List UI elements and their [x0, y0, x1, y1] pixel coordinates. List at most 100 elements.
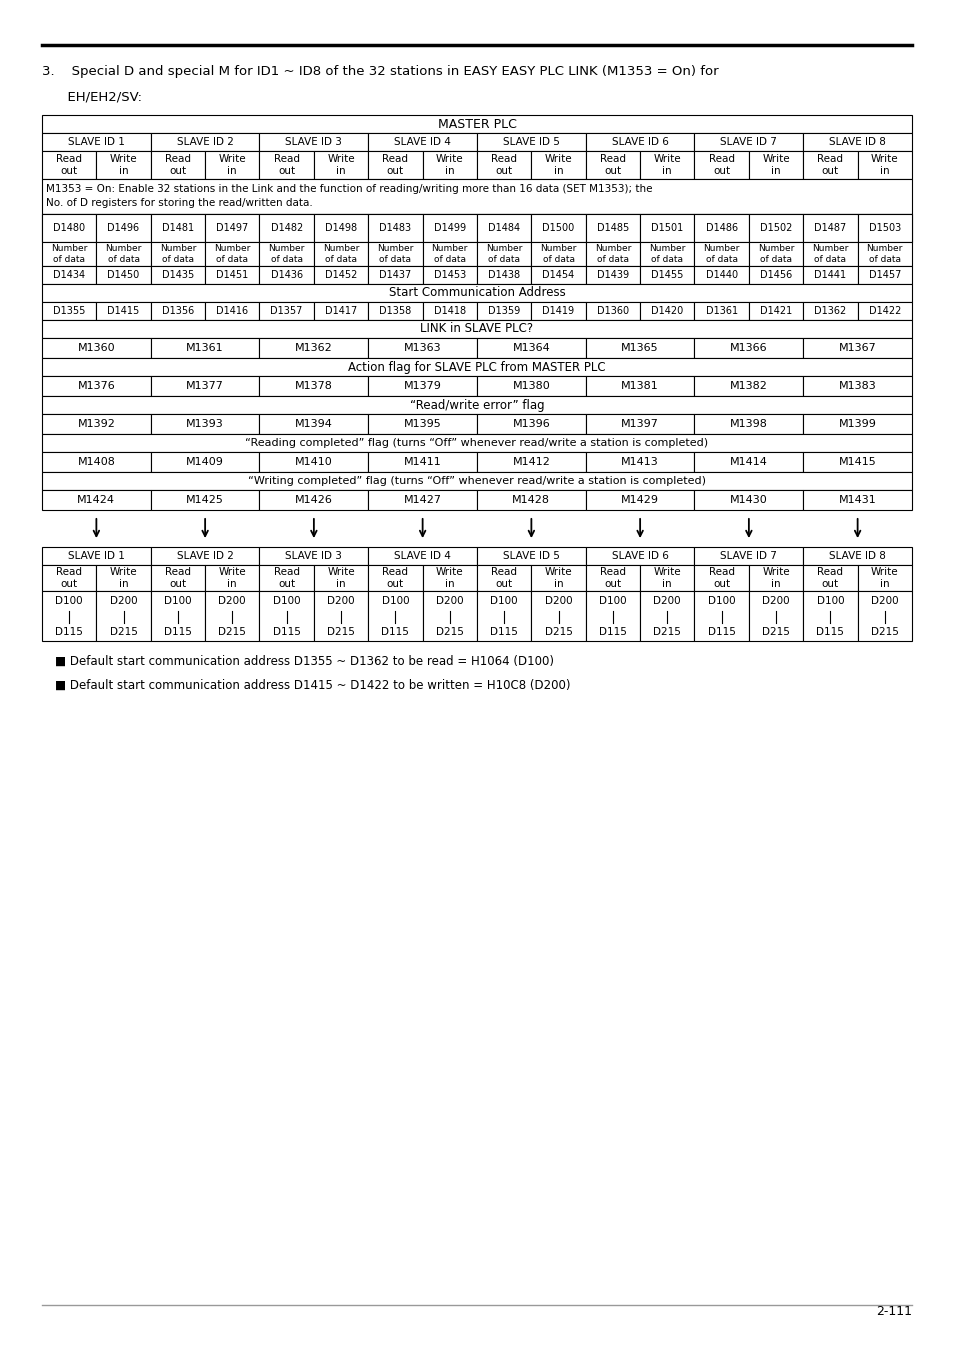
Text: D215: D215	[218, 626, 246, 637]
Bar	[368, 215, 422, 242]
Text: D1499: D1499	[434, 223, 465, 234]
Bar	[476, 377, 585, 396]
Bar	[42, 151, 96, 180]
Bar	[96, 215, 151, 242]
Bar	[476, 302, 531, 320]
Text: SLAVE ID 7: SLAVE ID 7	[720, 136, 777, 147]
Bar	[42, 433, 911, 452]
Bar	[42, 284, 911, 302]
Bar	[42, 396, 911, 414]
Bar	[422, 215, 476, 242]
Bar	[585, 414, 694, 433]
Text: D1485: D1485	[597, 223, 628, 234]
Bar	[42, 266, 96, 283]
Text: ■ Default start communication address D1415 ~ D1422 to be written = H10C8 (D200): ■ Default start communication address D1…	[55, 679, 570, 693]
Text: Write
in: Write in	[436, 567, 463, 589]
Bar	[259, 338, 368, 358]
Text: Read
out: Read out	[491, 567, 517, 589]
Bar	[857, 151, 911, 180]
Bar	[314, 215, 368, 242]
Text: D200: D200	[436, 595, 463, 606]
Text: LINK in SLAVE PLC?: LINK in SLAVE PLC?	[420, 323, 533, 336]
Bar	[639, 591, 694, 641]
Bar	[476, 452, 585, 472]
Text: D1417: D1417	[325, 306, 356, 316]
Bar	[151, 266, 205, 283]
Text: M1380: M1380	[512, 381, 550, 392]
Bar	[476, 242, 531, 266]
Text: D1356: D1356	[162, 306, 193, 316]
Bar	[42, 215, 96, 242]
Text: Read
out: Read out	[817, 567, 842, 589]
Bar	[42, 115, 911, 134]
Bar	[857, 302, 911, 320]
Text: Number
of data: Number of data	[159, 244, 196, 265]
Bar	[639, 266, 694, 283]
Text: Write
in: Write in	[544, 154, 572, 177]
Bar	[151, 547, 259, 566]
Text: D1483: D1483	[379, 223, 411, 234]
Text: D1503: D1503	[868, 223, 900, 234]
Text: M1412: M1412	[512, 458, 550, 467]
Text: M1376: M1376	[77, 381, 115, 392]
Text: M1378: M1378	[294, 381, 333, 392]
Bar	[205, 302, 259, 320]
Text: M1392: M1392	[77, 418, 115, 429]
Bar	[639, 302, 694, 320]
Text: D1486: D1486	[705, 223, 737, 234]
Text: D1362: D1362	[814, 306, 845, 316]
Bar	[422, 151, 476, 180]
Bar	[151, 302, 205, 320]
Bar	[531, 591, 585, 641]
Bar	[205, 266, 259, 283]
Text: D1434: D1434	[53, 270, 85, 279]
Text: M1415: M1415	[838, 458, 876, 467]
Text: M1413: M1413	[620, 458, 659, 467]
Bar	[748, 266, 802, 283]
Text: Start Communication Address: Start Communication Address	[388, 286, 565, 300]
Bar	[694, 134, 802, 151]
Text: Number
of data: Number of data	[811, 244, 848, 265]
Bar	[802, 547, 911, 566]
Text: Write
in: Write in	[218, 567, 246, 589]
Text: Read
out: Read out	[491, 154, 517, 177]
Bar	[585, 377, 694, 396]
Bar	[96, 302, 151, 320]
Text: Read
out: Read out	[599, 567, 625, 589]
Text: SLAVE ID 2: SLAVE ID 2	[176, 136, 233, 147]
Text: D1437: D1437	[379, 270, 411, 279]
Text: D1361: D1361	[705, 306, 737, 316]
Bar	[368, 266, 422, 283]
Bar	[151, 377, 259, 396]
Text: D115: D115	[381, 626, 409, 637]
Text: Number
of data: Number of data	[431, 244, 468, 265]
Bar	[748, 591, 802, 641]
Text: D1498: D1498	[325, 223, 356, 234]
Bar	[259, 414, 368, 433]
Text: M1394: M1394	[294, 418, 333, 429]
Text: D1359: D1359	[488, 306, 519, 316]
Bar	[531, 266, 585, 283]
Bar	[585, 591, 639, 641]
Text: Read
out: Read out	[382, 567, 408, 589]
Text: D100: D100	[707, 595, 735, 606]
Text: D115: D115	[707, 626, 735, 637]
Bar	[314, 566, 368, 591]
Text: Write
in: Write in	[218, 154, 246, 177]
Bar	[259, 377, 368, 396]
Bar	[802, 414, 911, 433]
Bar	[639, 215, 694, 242]
Text: D1456: D1456	[760, 270, 791, 279]
Bar	[151, 215, 205, 242]
Text: D1502: D1502	[760, 223, 791, 234]
Bar	[368, 338, 476, 358]
Bar	[857, 591, 911, 641]
Bar	[42, 358, 911, 377]
Text: Number
of data: Number of data	[268, 244, 305, 265]
Bar	[748, 566, 802, 591]
Text: M1411: M1411	[403, 458, 441, 467]
Bar	[368, 242, 422, 266]
Bar	[205, 151, 259, 180]
Bar	[748, 242, 802, 266]
Bar	[476, 266, 531, 283]
